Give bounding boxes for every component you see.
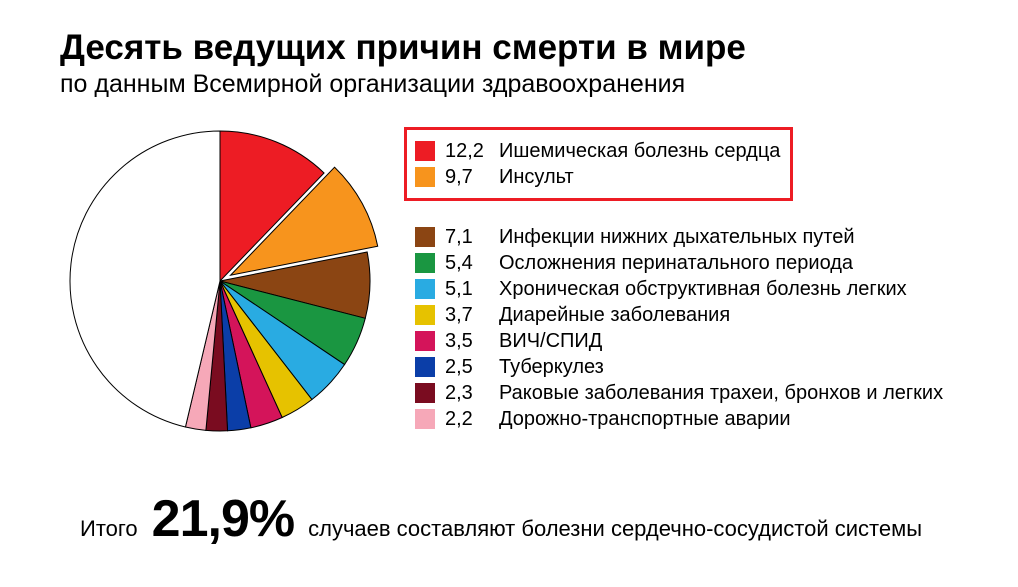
legend-row: 5,1 Хроническая обструктивная болезнь лег… [415,276,967,302]
legend-swatch [415,331,435,351]
legend-row: 5,4 Осложнения перинатального периода [415,250,967,276]
legend-row: 2,5 Туберкулез [415,354,967,380]
page-subtitle: по данным Всемирной организации здравоох… [60,70,978,99]
legend-value: 5,4 [445,253,489,273]
legend-swatch [415,305,435,325]
legend-label: Диарейные заболевания [499,305,967,325]
content-row: 12,2 Ишемическая болезнь сердца 9,7 Инсульт… [60,117,978,441]
legend-row: 3,5 ВИЧ/СПИД [415,328,967,354]
legend-row: 3,7 Диарейные заболевания [415,302,967,328]
legend-swatch [415,227,435,247]
legend-label: Хроническая обструктивная болезнь легких [499,279,967,299]
legend-swatch [415,279,435,299]
legend-value: 9,7 [445,167,489,187]
legend-value: 12,2 [445,141,489,161]
legend: 12,2 Ишемическая болезнь сердца 9,7 Инсульт… [404,127,978,441]
legend-swatch [415,383,435,403]
footer-summary: Итого 21,9% случаев составляют болезни с… [80,489,922,549]
legend-highlight-box: 12,2 Ишемическая болезнь сердца 9,7 Инсульт [404,127,793,201]
legend-swatch [415,141,435,161]
legend-label: Ишемическая болезнь сердца [499,141,780,161]
legend-swatch [415,409,435,429]
legend-swatch [415,357,435,377]
pie-svg [60,121,380,441]
legend-value: 3,7 [445,305,489,325]
legend-label: Инсульт [499,167,780,187]
legend-swatch [415,253,435,273]
infographic-root: Десять ведущих причин смерти в мире по д… [0,0,1018,587]
legend-rest: 7,1 Инфекции нижних дыхательных путей 5,4 О… [404,215,978,441]
footer-big-number: 21,9% [152,489,294,549]
legend-label: Инфекции нижних дыхательных путей [499,227,967,247]
legend-row: 2,3 Раковые заболевания трахеи, бронхов и… [415,380,967,406]
legend-swatch [415,167,435,187]
legend-value: 2,2 [445,409,489,429]
footer-suffix: случаев составляют болезни сердечно-сосу… [308,516,922,542]
footer-prefix: Итого [80,516,138,542]
legend-value: 5,1 [445,279,489,299]
legend-label: Осложнения перинатального периода [499,253,967,273]
legend-row: 9,7 Инсульт [415,164,780,190]
legend-value: 2,5 [445,357,489,377]
page-title: Десять ведущих причин смерти в мире [60,28,978,68]
legend-label: ВИЧ/СПИД [499,331,967,351]
legend-row: 7,1 Инфекции нижних дыхательных путей [415,224,967,250]
legend-row: 12,2 Ишемическая болезнь сердца [415,138,780,164]
legend-label: Туберкулез [499,357,967,377]
legend-label: Раковые заболевания трахеи, бронхов и ле… [499,383,967,403]
legend-row: 2,2 Дорожно-транспортные аварии [415,406,967,432]
legend-value: 2,3 [445,383,489,403]
legend-label: Дорожно-транспортные аварии [499,409,967,429]
pie-chart [60,121,380,441]
legend-value: 7,1 [445,227,489,247]
legend-value: 3,5 [445,331,489,351]
